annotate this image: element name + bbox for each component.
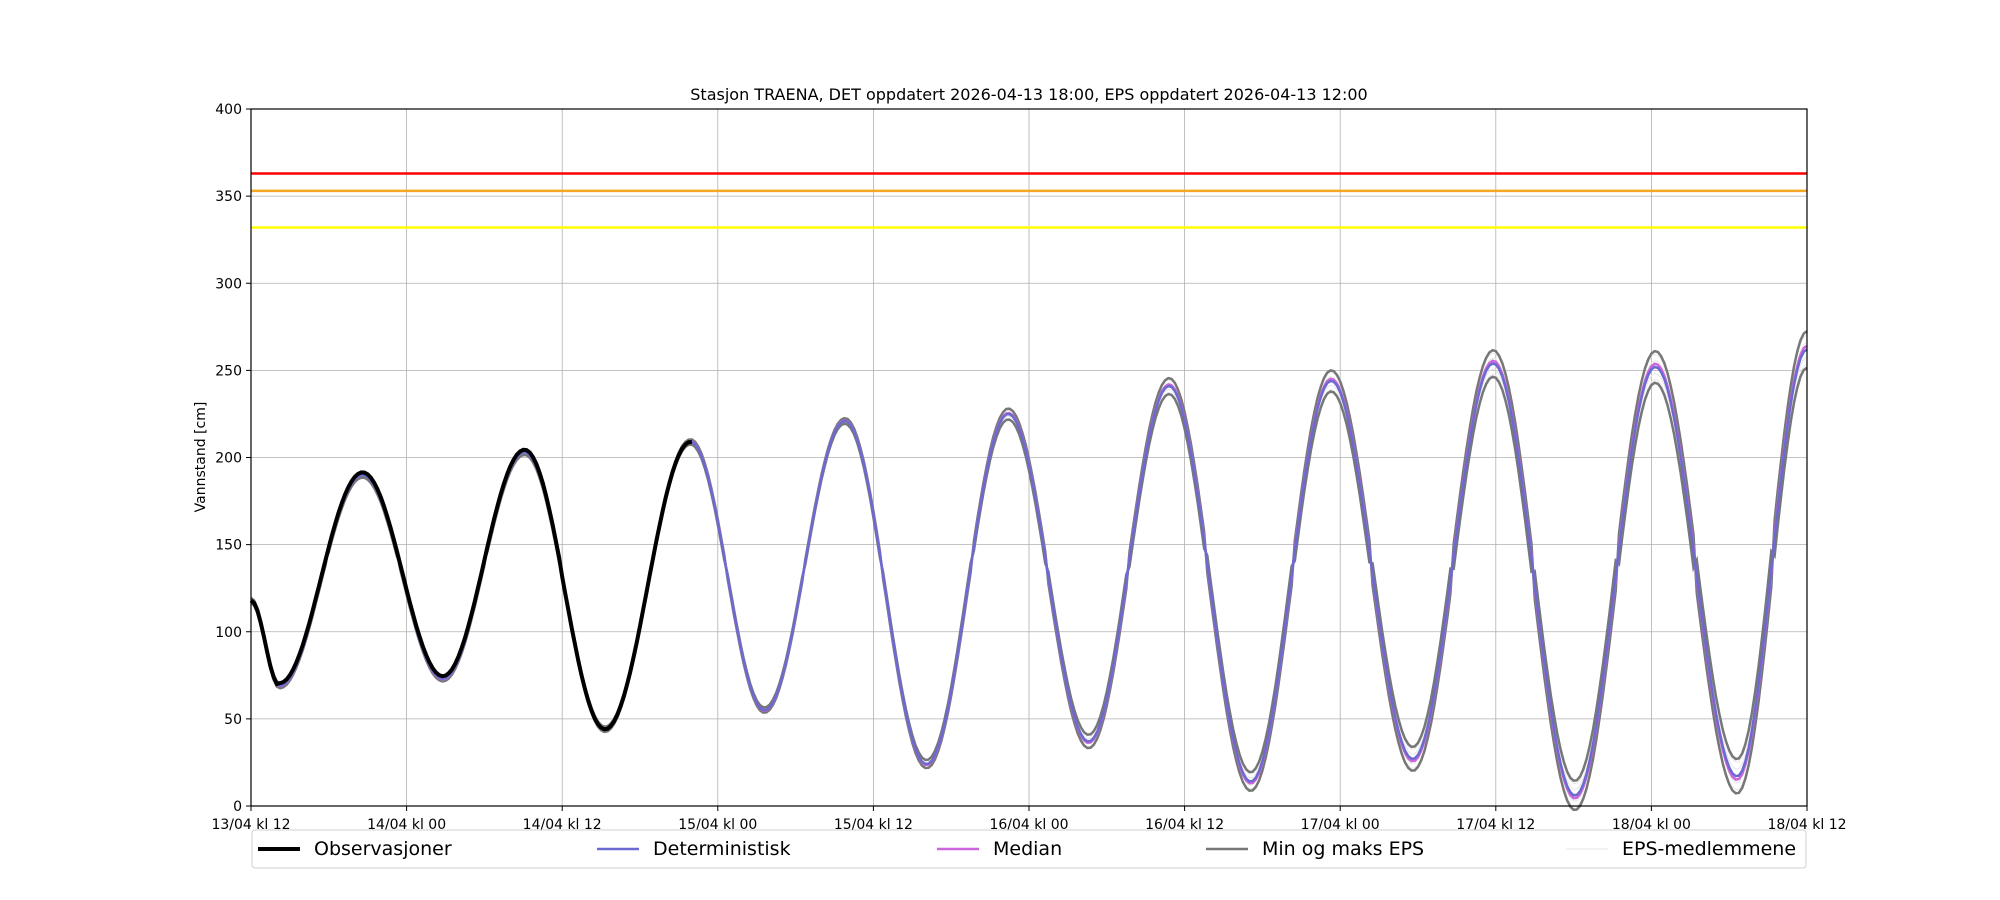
legend-label: Observasjoner (314, 838, 452, 860)
legend-box (251, 829, 1807, 869)
legend-label: Median (993, 838, 1062, 860)
y-axis-ticks: 0 50 100 150 200 250 300 350 400 (215, 102, 251, 815)
legend: Observasjoner Deterministisk Median Min og … (251, 829, 1807, 869)
x-tick-label: 14/04 kl 00 (367, 817, 446, 833)
x-tick-label: 14/04 kl 12 (523, 817, 602, 833)
x-tick-label: 13/04 kl 12 (211, 817, 290, 833)
x-tick-label: 16/04 kl 12 (1145, 817, 1224, 833)
legend-label: Deterministisk (653, 838, 791, 860)
y-tick-label: 100 (215, 625, 242, 641)
legend-label: Min og maks EPS (1262, 838, 1424, 860)
y-tick-label: 200 (215, 451, 242, 467)
x-tick-label: 16/04 kl 00 (989, 817, 1068, 833)
y-tick-label: 150 (215, 538, 242, 554)
y-tick-label: 250 (215, 363, 242, 379)
chart-title: Stasjon TRAENA, DET oppdatert 2026-04-13… (690, 85, 1367, 104)
x-tick-label: 15/04 kl 00 (678, 817, 757, 833)
threshold-lines (251, 172, 1807, 229)
y-tick-label: 0 (233, 799, 242, 815)
legend-label: EPS-medlemmene (1622, 838, 1796, 860)
series-lines (249, 330, 1808, 812)
observations-line (249, 440, 693, 732)
x-axis-ticks: 13/04 kl 12 14/04 kl 00 14/04 kl 12 15/04 k… (211, 806, 1847, 833)
y-tick-label: 50 (224, 712, 242, 728)
y-axis-label: Vannstand [cm] (193, 402, 209, 513)
y-tick-label: 300 (215, 276, 242, 292)
x-tick-label: 18/04 kl 12 (1767, 817, 1846, 833)
x-tick-label: 15/04 kl 12 (834, 817, 913, 833)
x-tick-label: 18/04 kl 00 (1612, 817, 1691, 833)
y-tick-label: 350 (215, 189, 242, 205)
x-tick-label: 17/04 kl 00 (1301, 817, 1380, 833)
y-tick-label: 400 (215, 102, 242, 118)
x-tick-label: 17/04 kl 12 (1456, 817, 1535, 833)
